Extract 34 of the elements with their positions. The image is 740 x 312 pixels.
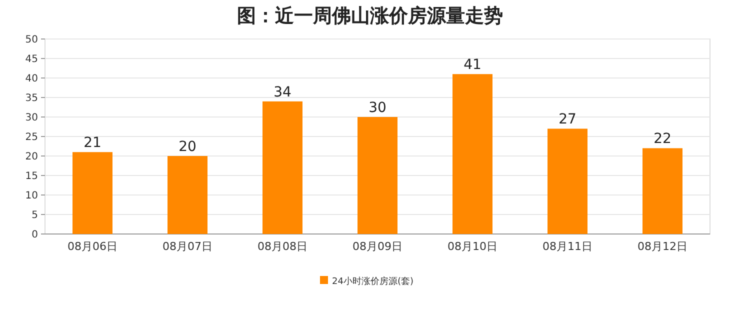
data-label: 30 (368, 100, 386, 116)
y-tick-label: 50 (25, 34, 38, 46)
y-tick-label: 20 (25, 152, 38, 162)
y-tick-label: 5 (32, 210, 38, 221)
y-tick-label: 0 (32, 230, 38, 240)
data-label: 22 (654, 131, 672, 148)
data-label: 20 (178, 139, 196, 155)
data-label: 21 (84, 135, 102, 152)
y-tick-label: 10 (25, 190, 38, 202)
legend-label: 24小时涨价房源(套) (332, 276, 414, 287)
data-label: 34 (274, 84, 292, 100)
bar (642, 148, 682, 234)
y-tick-label: 35 (25, 93, 38, 104)
bar (358, 117, 398, 234)
x-tick-label: 08月09日 (352, 240, 402, 253)
bar (262, 101, 302, 234)
x-tick-label: 08月07日 (162, 240, 212, 253)
y-tick-label: 15 (25, 171, 38, 182)
data-label: 27 (558, 112, 576, 128)
y-tick-label: 30 (25, 112, 38, 124)
chart-title: 图：近一周佛山涨价房源量走势 (237, 5, 503, 27)
y-tick-label: 40 (25, 74, 38, 84)
bar (72, 152, 112, 234)
x-tick-label: 08月10日 (448, 240, 498, 253)
y-tick-label: 25 (25, 132, 38, 143)
y-tick-label: 45 (25, 54, 38, 65)
x-tick-label: 08月11日 (542, 240, 592, 253)
x-tick-label: 08月12日 (638, 240, 688, 253)
x-tick-label: 08月08日 (258, 240, 308, 253)
x-tick-label: 08月06日 (68, 240, 118, 253)
data-label: 41 (464, 57, 482, 74)
bar (168, 156, 208, 234)
bar (548, 128, 588, 234)
bar (452, 74, 492, 234)
